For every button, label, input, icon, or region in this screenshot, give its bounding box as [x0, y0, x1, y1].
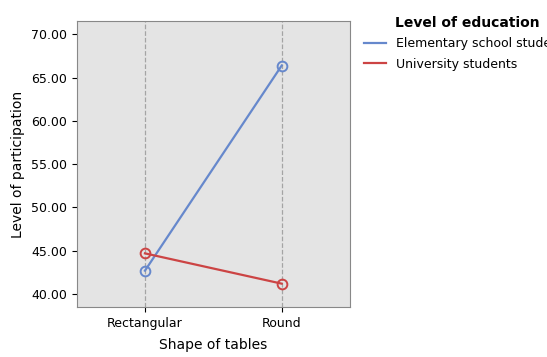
X-axis label: Shape of tables: Shape of tables [159, 338, 267, 352]
Legend: Elementary school students, University students: Elementary school students, University s… [364, 16, 547, 71]
Y-axis label: Level of participation: Level of participation [11, 91, 25, 238]
